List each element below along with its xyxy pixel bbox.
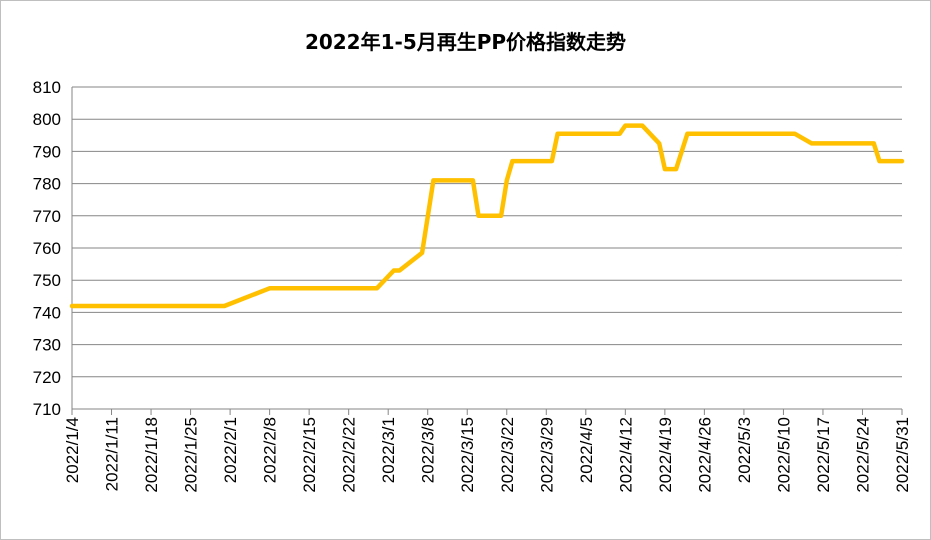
x-tick-label: 2022/3/29 xyxy=(537,417,556,493)
y-tick-label: 810 xyxy=(33,78,61,97)
series-layer xyxy=(69,123,905,309)
y-tick-label: 800 xyxy=(33,110,61,129)
y-tick-labels: 710 720 730 740 750 760 770 780 790 800 810 xyxy=(33,78,61,419)
y-tick-label: 730 xyxy=(33,336,61,355)
x-tick-label: 2022/4/5 xyxy=(577,417,596,483)
y-tick-label: 790 xyxy=(33,142,61,161)
x-tick-label: 2022/3/15 xyxy=(458,417,477,493)
x-tick-label: 2022/1/25 xyxy=(182,417,201,493)
x-tick-label: 2022/2/8 xyxy=(261,417,280,483)
x-tick-label: 2022/1/11 xyxy=(103,417,122,491)
x-tick-label: 2022/4/19 xyxy=(656,417,675,493)
x-tick-label: 2022/2/15 xyxy=(300,417,319,493)
y-tick-label: 710 xyxy=(33,400,61,419)
y-tick-label: 750 xyxy=(33,271,61,290)
y-tick-label: 780 xyxy=(33,175,61,194)
y-tick-label: 760 xyxy=(33,239,61,258)
x-tick-labels: 2022/1/4 2022/1/11 2022/1/18 2022/1/25 2022/… xyxy=(63,417,912,493)
axes xyxy=(71,87,903,415)
x-tick-label: 2022/5/3 xyxy=(735,417,754,483)
y-tick-label: 720 xyxy=(33,368,61,387)
x-tick-label: 2022/5/17 xyxy=(814,417,833,493)
x-tick-label: 2022/3/22 xyxy=(498,417,517,493)
x-tick-label: 2022/1/4 xyxy=(63,417,82,483)
x-tick-label: 2022/5/24 xyxy=(853,417,872,493)
series-line xyxy=(69,123,905,309)
x-tick-label: 2022/1/18 xyxy=(142,417,161,493)
y-tick-label: 740 xyxy=(33,303,61,322)
x-tick-label: 2022/5/10 xyxy=(774,417,793,493)
y-tick-label: 770 xyxy=(33,207,61,226)
x-tick-label: 2022/3/1 xyxy=(379,417,398,483)
x-tick-label: 2022/4/26 xyxy=(695,417,714,493)
x-tick-label: 2022/4/12 xyxy=(616,417,635,493)
x-tick-label: 2022/2/1 xyxy=(221,417,240,483)
x-tick-label: 2022/5/31 xyxy=(893,417,912,493)
gridlines xyxy=(72,86,902,378)
x-tick-label: 2022/3/8 xyxy=(419,417,438,483)
chart-title: 2022年1-5月再生PP价格指数走势 xyxy=(304,30,627,54)
x-tick-label: 2022/2/22 xyxy=(340,417,359,493)
